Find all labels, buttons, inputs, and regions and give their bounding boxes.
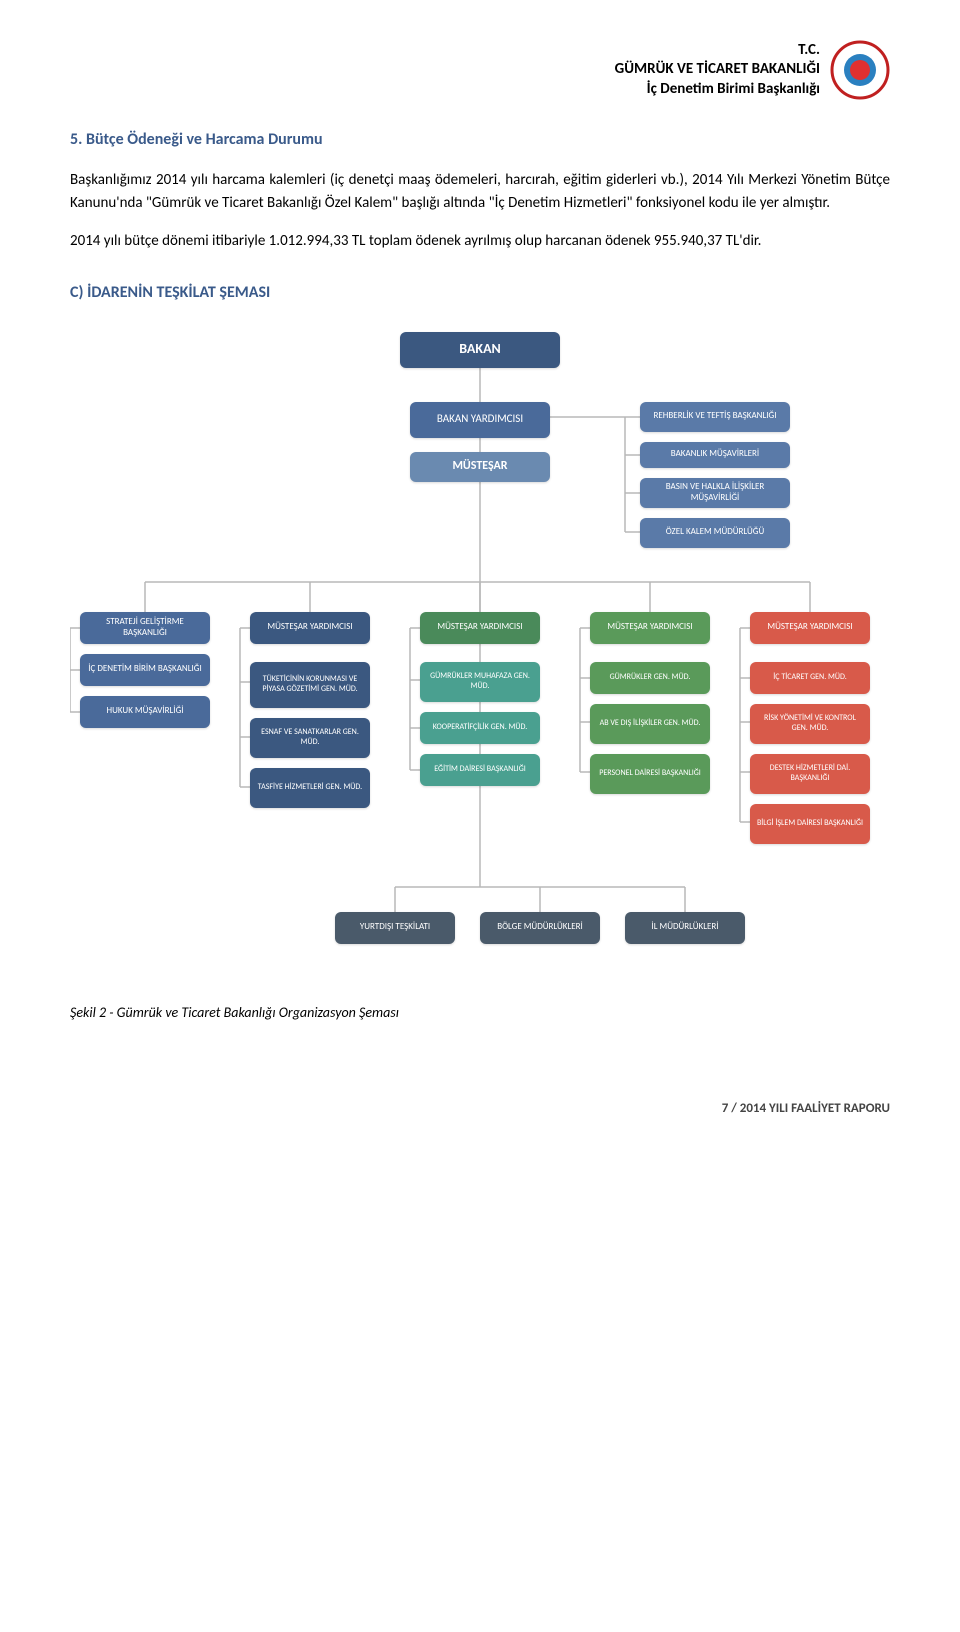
org-node-c1c: TASFİYE HİZMETLERİ GEN. MÜD. [250,768,370,808]
header-line1: T.C. [615,41,820,61]
org-node-c4a: İÇ TİCARET GEN. MÜD. [750,662,870,694]
org-node-c4b: RİSK YÖNETİMİ VE KONTROL GEN. MÜD. [750,704,870,744]
org-node-my4: MÜSTEŞAR YARDIMCISI [750,612,870,644]
org-node-c3a: GÜMRÜKLER GEN. MÜD. [590,662,710,694]
header-text: T.C. GÜMRÜK VE TİCARET BAKANLIĞI İç Dene… [615,41,820,100]
ministry-logo [830,40,890,100]
org-node-c2c: EĞİTİM DAİRESİ BAŞKANLIĞI [420,754,540,786]
header-line2: GÜMRÜK VE TİCARET BAKANLIĞI [615,60,820,80]
org-node-mustesar: MÜSTEŞAR [410,452,550,482]
org-node-my2: MÜSTEŞAR YARDIMCISI [420,612,540,644]
org-node-c1a: TÜKETİCİNİN KORUNMASI VE PİYASA GÖZETİMİ… [250,662,370,708]
figure-caption: Şekil 2 - Gümrük ve Ticaret Bakanlığı Or… [70,1004,890,1021]
org-node-ozel: ÖZEL KALEM MÜDÜRLÜĞÜ [640,518,790,548]
header-line3: İç Denetim Birimi Başkanlığı [615,80,820,100]
org-node-c1b: ESNAF VE SANATKARLAR GEN. MÜD. [250,718,370,758]
org-node-my3: MÜSTEŞAR YARDIMCISI [590,612,710,644]
org-node-hukuk: HUKUK MÜŞAVİRLİĞİ [80,696,210,728]
org-node-basin: BASIN VE HALKLA İLİŞKİLER MÜŞAVİRLİĞİ [640,478,790,508]
section-title-budget: 5. Bütçe Ödeneği ve Harcama Durumu [70,130,890,149]
page-header: T.C. GÜMRÜK VE TİCARET BAKANLIĞI İç Dene… [70,40,890,100]
org-node-c3b: AB VE DIŞ İLİŞKİLER GEN. MÜD. [590,704,710,744]
paragraph-1: Başkanlığımız 2014 yılı harcama kalemler… [70,169,890,214]
org-chart: BAKAN BAKAN YARDIMCISI MÜSTEŞAR REHBERLİK V… [70,332,890,992]
org-node-c4d: BİLGİ İŞLEM DAİRESİ BAŞKANLIĞI [750,804,870,844]
org-node-icden: İÇ DENETİM BİRİM BAŞKANLIĞI [80,654,210,686]
org-node-bolge: BÖLGE MÜDÜRLÜKLERİ [480,912,600,944]
paragraph-2: 2014 yılı bütçe dönemi itibariyle 1.012.… [70,230,890,253]
org-node-strat: STRATEJİ GELİŞTİRME BAŞKANLIĞI [80,612,210,644]
org-node-my1: MÜSTEŞAR YARDIMCISI [250,612,370,644]
org-node-c2b: KOOPERATİFÇİLİK GEN. MÜD. [420,712,540,744]
org-node-c3c: PERSONEL DAİRESİ BAŞKANLIĞI [590,754,710,794]
org-node-rehber: REHBERLİK VE TEFTİŞ BAŞKANLIĞI [640,402,790,432]
page-footer: 7 / 2014 YILI FAALİYET RAPORU [70,1101,890,1116]
org-node-c2a: GÜMRÜKLER MUHAFAZA GEN. MÜD. [420,662,540,702]
section-title-orgchart: C) İDARENİN TEŞKİLAT ŞEMASI [70,283,890,302]
org-node-yurt: YURTDIŞI TEŞKİLATI [335,912,455,944]
org-node-il: İL MÜDÜRLÜKLERİ [625,912,745,944]
org-node-c4c: DESTEK HİZMETLERİ DAİ. BAŞKANLIĞI [750,754,870,794]
org-node-bakan: BAKAN [400,332,560,368]
org-node-byard: BAKAN YARDIMCISI [410,402,550,438]
org-node-musavir: BAKANLIK MÜŞAVİRLERİ [640,442,790,468]
